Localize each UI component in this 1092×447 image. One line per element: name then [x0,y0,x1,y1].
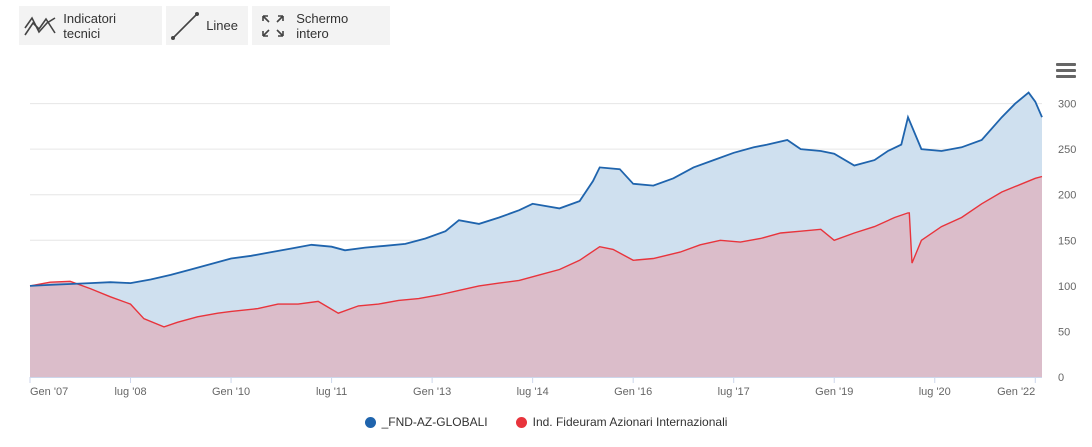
x-tick-label: Gen '16 [614,386,652,398]
fullscreen-label: Schermo intero [296,10,349,41]
y-tick-label: 100 [1058,281,1076,293]
lines-button[interactable]: Linee [166,6,248,45]
x-tick-label: Gen '10 [212,386,250,398]
x-tick-label: Gen '22 [997,386,1035,398]
x-tick-label: Gen '07 [30,386,68,398]
legend-item-index[interactable]: Ind. Fideuram Azionari Internazionali [515,415,728,429]
series-line-index [29,175,1043,328]
series-line-fund [29,91,1043,287]
legend-label-fund: _FND-AZ-GLOBALI [381,415,488,429]
x-tick-label: Gen '13 [413,386,451,398]
area-index [30,176,1042,377]
x-tick-label: lug '20 [919,386,951,398]
y-tick-label: 200 [1058,190,1076,202]
x-tick-label: Gen '19 [815,386,853,398]
technical-indicators-label: Indicatori tecnici [63,10,117,41]
chart-menu-icon[interactable] [1056,63,1076,79]
indicators-icon [23,11,57,41]
y-tick-label: 300 [1058,99,1076,111]
y-tick-label: 0 [1058,372,1064,384]
x-tick-label: lug '08 [114,386,146,398]
lines-label: Linee [206,18,238,33]
y-tick-label: 50 [1058,326,1070,338]
x-tick-label: lug '14 [517,386,549,398]
chart-toolbar: Indicatori tecnici Linee Schermo intero [19,6,390,45]
legend-marker-fund [364,416,376,428]
fullscreen-icon [256,11,290,41]
x-tick-label: lug '17 [718,386,750,398]
fullscreen-button[interactable]: Schermo intero [252,6,390,45]
legend: _FND-AZ-GLOBALI Ind. Fideuram Azionari I… [0,415,1092,429]
y-tick-label: 250 [1058,144,1076,156]
legend-item-fund[interactable]: _FND-AZ-GLOBALI [364,415,488,429]
line-icon [170,11,200,41]
x-tick-label: lug '11 [316,386,347,398]
technical-indicators-button[interactable]: Indicatori tecnici [19,6,162,45]
legend-marker-index [515,416,527,428]
legend-label-index: Ind. Fideuram Azionari Internazionali [532,415,728,429]
chart-plot: 0 50 100 150 200 250 300 Gen '07 lug '08 Gen '10 l… [29,91,1076,398]
y-tick-label: 150 [1058,235,1076,247]
